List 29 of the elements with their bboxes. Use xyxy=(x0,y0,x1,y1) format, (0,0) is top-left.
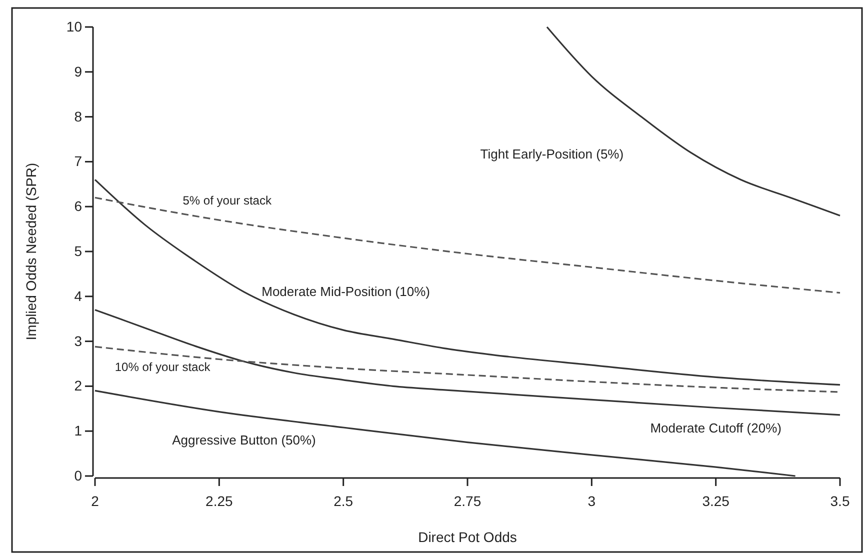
y-axis-title: Implied Odds Needed (SPR) xyxy=(23,162,39,340)
y-tick-label: 5 xyxy=(74,242,82,259)
series-label: 10% of your stack xyxy=(114,360,212,374)
y-tick-label: 9 xyxy=(74,63,82,80)
y-tick-label: 6 xyxy=(74,198,82,214)
y-tick-label: 8 xyxy=(74,108,82,124)
series-label: Moderate Cutoff (20%) xyxy=(650,420,782,436)
x-tick-label: 2 xyxy=(91,492,100,509)
x-tick-label: 3 xyxy=(588,492,596,509)
y-tick-label: 2 xyxy=(74,378,82,394)
x-tick-label: 2.5 xyxy=(334,492,354,509)
line-series xyxy=(94,178,841,386)
x-tick-label: 2.75 xyxy=(454,492,482,509)
series-label: 5% of your stack xyxy=(182,193,272,208)
x-axis-title: Direct Pot Odds xyxy=(418,529,517,545)
text: Tight Early-Position (5%) xyxy=(480,146,624,162)
y-tick-label: 10 xyxy=(66,18,82,34)
x-tick-label: 2.25 xyxy=(206,492,234,509)
line-series xyxy=(94,309,841,416)
x-tick-label: 3.25 xyxy=(702,492,730,509)
y-tick-label: 4 xyxy=(74,288,82,304)
y-tick-label: 0 xyxy=(74,467,82,484)
y-tick-label: 3 xyxy=(74,332,82,349)
series-label: Moderate Mid-Position (10%) xyxy=(262,284,430,300)
y-tick-label: 1 xyxy=(74,422,82,439)
line-series xyxy=(94,390,796,477)
x-tick-label: 3.5 xyxy=(830,492,850,509)
series-label: Aggressive Button (50%) xyxy=(172,432,316,448)
y-tick-label: 7 xyxy=(74,153,82,170)
